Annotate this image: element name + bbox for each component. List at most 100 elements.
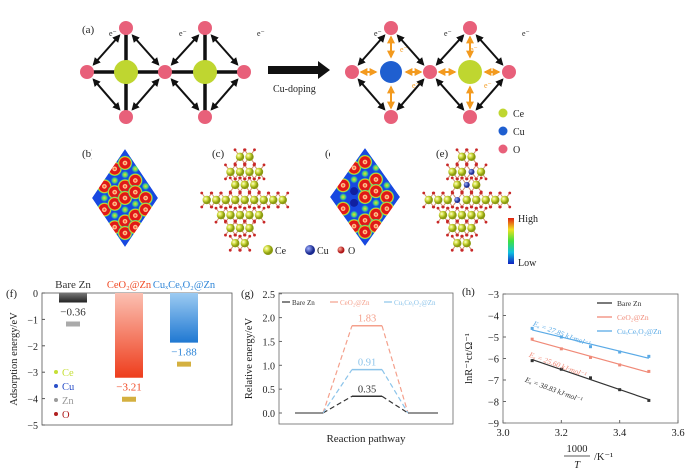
o-atom [475,148,478,152]
data-point [589,355,592,359]
o-atom [238,191,242,195]
y-axis-label: Relative energy/eV [244,318,255,400]
electron-transfer-arrow [170,34,200,66]
legend-zn-label: Zn [62,396,74,407]
o-atom [243,163,246,167]
o-atom [463,21,477,35]
o-atom [253,233,256,237]
density-blob [121,170,129,179]
o-atom [198,110,212,124]
o-atom [237,65,251,79]
o-atom [423,65,437,79]
o-atom [228,234,232,238]
o-atom [252,206,256,210]
ce-atom [467,152,476,161]
electron-transfer-arrow [92,34,121,66]
o-atom [219,191,223,195]
category-label: CuₓCeᵧO₂@Zn [153,280,216,291]
o-atom [286,191,290,195]
o-atom [262,206,266,210]
category-label: CeO₂@Zn [107,280,152,291]
density-blob [117,155,133,171]
o-atom [465,163,468,167]
y-tick-label: −5 [488,333,499,344]
legend-o-dot [498,144,508,154]
ce-atom [114,60,138,84]
data-point [530,359,534,363]
ce-atom [448,167,457,177]
electron-transfer-arrow [170,78,200,111]
o-atom [460,191,464,195]
o-atom [436,220,440,224]
o-atom [450,176,454,180]
mask-corner [92,149,125,198]
ce-atom [457,223,467,233]
data-point [589,345,592,349]
o-atom [446,163,449,167]
o-atom [441,191,445,195]
data-point [647,398,651,402]
ce-atom [491,195,500,205]
data-point [647,354,651,358]
panel-label-b: (b) [82,148,95,160]
charge-density-map [330,148,400,246]
o-atom [384,110,398,124]
x-tick-label: 3.0 [496,428,509,439]
o-atom [214,206,218,210]
legend-cu-dot [54,384,58,388]
electron-transfer-arrow [92,78,121,111]
density-blob [138,190,154,206]
o-atom [465,233,468,237]
y-tick-label: 0.0 [263,409,276,420]
data-point [530,337,534,341]
ce-atom [457,152,467,161]
o-atom [266,191,270,195]
density-blob [379,189,395,205]
barrier-label: 1.83 [358,314,376,325]
ce-atom [226,223,235,233]
o-atom [228,191,232,195]
o-atom [158,65,172,79]
o-atom [384,21,398,35]
mask-corner [330,148,365,197]
y-tick-label: −5 [27,421,38,432]
ce-atom [245,210,254,220]
o-atom [252,163,256,167]
electron-label: e⁻ [179,29,187,38]
o-atom [247,176,251,180]
atom-legend-cu-icon [305,245,315,255]
x-axis-label-denominator: T [574,460,581,471]
data-point [618,363,622,367]
o-atom [463,110,477,124]
bar-0 [59,293,87,303]
o-atom [80,65,94,79]
ce-atom [254,167,264,177]
ce-atom [448,210,457,220]
o-atom [238,248,242,252]
o-atom [450,234,454,238]
ce-atom [472,180,481,190]
y-tick-label: 1.5 [263,337,276,348]
adsorbate-structure-thumbnail [66,321,80,327]
density-blob [371,198,380,207]
legend-label-0: Bare Zn [617,299,642,308]
o-atom [266,205,270,209]
o-atom [455,219,459,223]
ce-atom [202,195,211,205]
panel-label-f: (f) [6,288,17,300]
density-blob [110,176,119,185]
ce-atom [235,210,245,220]
o-atom [450,191,454,195]
ce-atom [472,195,481,205]
o-atom [465,148,468,152]
y-axis-label: Adsorption energy/eV [9,312,20,406]
x-axis-label: Reaction pathway [326,433,406,445]
x-tick-label: 3.2 [555,428,568,439]
cu-density-site [350,187,359,196]
atom-legend-o-label: O [348,246,355,257]
legend-o-label: O [62,410,70,421]
ce-atom [231,195,240,205]
o-atom [219,205,223,209]
o-atom [470,234,474,238]
atom-legend-cu-label: Cu [317,246,329,257]
